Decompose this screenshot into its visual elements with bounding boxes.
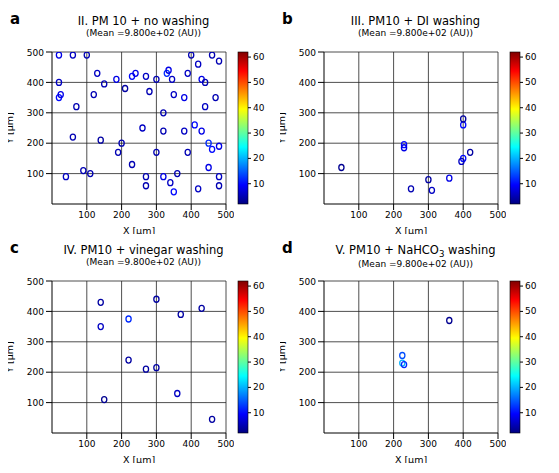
svg-text:400: 400 <box>455 439 472 449</box>
html-text:(Mean =9.800e+02 (AU)): (Mean =9.800e+02 (AU)) <box>86 256 201 267</box>
svg-text:200: 200 <box>299 138 316 148</box>
svg-text:X [µm]: X [µm] <box>395 225 427 234</box>
svg-text:10: 10 <box>253 179 265 189</box>
svg-text:400: 400 <box>299 78 316 88</box>
svg-text:X [µm]: X [µm] <box>123 225 155 234</box>
svg-text:100: 100 <box>350 439 367 449</box>
svg-text:200: 200 <box>27 367 44 377</box>
svg-text:300: 300 <box>299 108 316 118</box>
html-text:III. PM10 + DI washing: III. PM10 + DI washing <box>350 14 481 28</box>
svg-text:200: 200 <box>113 439 130 449</box>
svg-text:200: 200 <box>113 210 130 220</box>
svg-text:Y [µm]: Y [µm] <box>8 341 15 374</box>
svg-text:300: 300 <box>299 336 316 346</box>
html-text:d: d <box>282 238 293 257</box>
svg-text:50: 50 <box>525 306 537 316</box>
svg-text:100: 100 <box>299 397 316 407</box>
svg-text:200: 200 <box>299 367 316 377</box>
svg-text:40: 40 <box>253 103 265 113</box>
svg-text:30: 30 <box>253 128 265 138</box>
svg-text:400: 400 <box>183 210 200 220</box>
svg-text:40: 40 <box>525 103 537 113</box>
html-text:(Mean =9.800e+02 (AU)): (Mean =9.800e+02 (AU)) <box>86 28 201 38</box>
html-text:b: b <box>282 10 293 28</box>
svg-text:500: 500 <box>299 277 316 287</box>
html-text:V. PM10 + NaHCO3washing: V. PM10 + NaHCO3washing <box>335 242 496 259</box>
svg-text:400: 400 <box>455 210 472 220</box>
svg-text:500: 500 <box>217 210 234 220</box>
svg-text:40: 40 <box>525 331 537 341</box>
svg-text:400: 400 <box>299 306 316 316</box>
svg-text:300: 300 <box>27 336 44 346</box>
html-text:c: c <box>10 238 19 257</box>
svg-text:30: 30 <box>253 357 265 367</box>
svg-text:10: 10 <box>525 179 537 189</box>
svg-text:200: 200 <box>385 439 402 449</box>
html-text:(Mean =9.800e+02 (AU)): (Mean =9.800e+02 (AU)) <box>358 28 473 38</box>
svg-text:20: 20 <box>525 382 537 392</box>
svg-text:100: 100 <box>299 169 316 179</box>
svg-text:60: 60 <box>253 281 265 291</box>
svg-text:500: 500 <box>489 210 506 220</box>
svg-text:200: 200 <box>27 138 44 148</box>
svg-text:40: 40 <box>253 331 265 341</box>
svg-text:500: 500 <box>217 439 234 449</box>
svg-text:50: 50 <box>253 77 265 87</box>
svg-text:500: 500 <box>27 277 44 287</box>
svg-text:20: 20 <box>525 153 537 163</box>
svg-text:X [µm]: X [µm] <box>395 454 427 463</box>
svg-text:400: 400 <box>27 78 44 88</box>
svg-text:300: 300 <box>148 210 165 220</box>
svg-text:300: 300 <box>420 210 437 220</box>
svg-text:60: 60 <box>525 281 537 291</box>
svg-text:Y [µm]: Y [µm] <box>280 112 287 145</box>
html-text:IV. PM10 + vinegar washing: IV. PM10 + vinegar washing <box>63 242 224 257</box>
svg-text:30: 30 <box>525 128 537 138</box>
svg-text:500: 500 <box>489 439 506 449</box>
svg-text:50: 50 <box>525 77 537 87</box>
svg-text:200: 200 <box>385 210 402 220</box>
svg-text:300: 300 <box>148 439 165 449</box>
html-text:II. PM 10 + no washing: II. PM 10 + no washing <box>77 14 210 28</box>
svg-text:400: 400 <box>183 439 200 449</box>
svg-text:20: 20 <box>253 153 265 163</box>
svg-text:400: 400 <box>27 306 44 316</box>
svg-text:50: 50 <box>253 306 265 316</box>
svg-text:300: 300 <box>27 108 44 118</box>
svg-text:100: 100 <box>78 439 95 449</box>
svg-text:100: 100 <box>78 210 95 220</box>
svg-text:X [µm]: X [µm] <box>123 454 155 463</box>
svg-text:500: 500 <box>299 48 316 58</box>
svg-text:100: 100 <box>27 397 44 407</box>
html-text:(Mean =9.800e+02 (AU)): (Mean =9.800e+02 (AU)) <box>358 258 473 269</box>
svg-text:300: 300 <box>420 439 437 449</box>
svg-text:60: 60 <box>525 52 537 62</box>
svg-text:60: 60 <box>253 52 265 62</box>
svg-text:10: 10 <box>253 407 265 417</box>
svg-text:30: 30 <box>525 357 537 367</box>
svg-text:500: 500 <box>27 48 44 58</box>
svg-text:10: 10 <box>525 407 537 417</box>
svg-text:100: 100 <box>350 210 367 220</box>
svg-text:100: 100 <box>27 169 44 179</box>
svg-text:Y [µm]: Y [µm] <box>280 341 287 374</box>
svg-text:Y [µm]: Y [µm] <box>8 112 15 145</box>
html-text:a: a <box>10 10 21 28</box>
svg-text:20: 20 <box>253 382 265 392</box>
